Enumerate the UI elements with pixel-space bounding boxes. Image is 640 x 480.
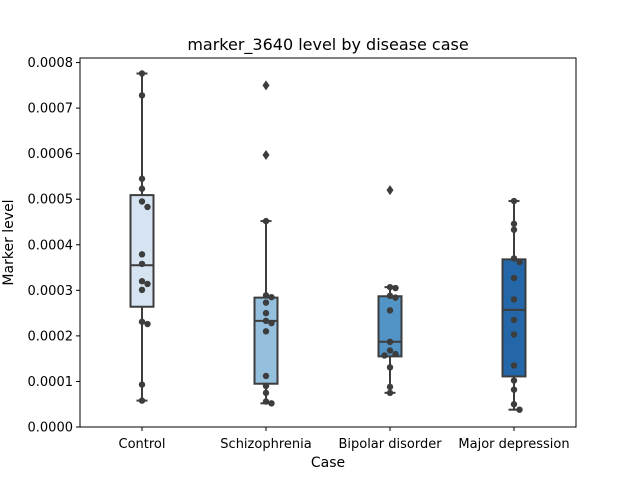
data-point (138, 251, 146, 258)
chart-title: marker_3640 level by disease case (187, 35, 468, 55)
data-point (268, 293, 275, 301)
data-point (510, 255, 518, 262)
data-point (138, 318, 146, 325)
y-tick-label: 0.0005 (28, 193, 74, 208)
y-axis-label: Marker level (1, 199, 17, 285)
x-axis: Control Schizophrenia Bipolar disorder Majo… (119, 427, 570, 452)
x-axis-label: Case (311, 455, 345, 471)
data-point (262, 328, 270, 335)
data-point (138, 175, 146, 182)
data-point (138, 70, 146, 77)
data-point (144, 320, 151, 328)
data-point (516, 406, 523, 413)
data-point (510, 226, 518, 233)
data-point (262, 299, 270, 306)
data-point (268, 400, 275, 407)
data-point (138, 278, 146, 285)
plot-area (129, 70, 527, 413)
data-point (262, 382, 270, 390)
outlier-marker (262, 150, 270, 161)
data-point (510, 331, 518, 338)
y-tick-label: 0.0006 (28, 147, 74, 162)
data-point (386, 283, 394, 291)
data-point (262, 317, 270, 325)
data-point (138, 397, 146, 404)
box-group (129, 70, 155, 404)
x-tick-label: Bipolar disorder (338, 437, 442, 452)
data-point (510, 362, 518, 369)
data-point (392, 294, 399, 301)
data-point (386, 292, 394, 299)
data-point (386, 338, 394, 346)
data-point (144, 280, 151, 288)
box-group (501, 197, 527, 413)
data-point (268, 319, 275, 327)
data-point (386, 347, 394, 354)
data-point (510, 197, 518, 205)
data-point (138, 381, 146, 388)
data-point (138, 185, 146, 192)
data-point (392, 350, 399, 358)
y-tick-label: 0.0004 (28, 238, 74, 253)
data-point (144, 203, 151, 211)
data-point (516, 258, 523, 266)
data-point (510, 401, 518, 408)
y-axis: 0.0000 0.0001 0.0002 0.0003 0.0004 0.0005 0.00… (28, 56, 80, 436)
data-point (392, 284, 399, 292)
outlier-marker (262, 80, 270, 91)
data-point (381, 352, 388, 359)
y-tick-label: 0.0000 (28, 421, 74, 436)
data-point (138, 260, 146, 268)
data-point (138, 198, 146, 205)
data-point (262, 309, 270, 317)
data-point (510, 296, 518, 303)
data-point (262, 372, 270, 380)
data-point (386, 364, 394, 371)
data-point (262, 217, 270, 225)
y-tick-label: 0.0007 (28, 102, 74, 117)
data-point (138, 286, 146, 294)
data-point (386, 383, 394, 391)
data-point (386, 307, 394, 314)
x-tick-label: Schizophrenia (220, 437, 311, 452)
data-point (262, 398, 270, 405)
y-tick-label: 0.0002 (28, 329, 74, 344)
y-tick-label: 0.0001 (28, 375, 74, 390)
x-tick-label: Control (119, 437, 166, 452)
x-tick-label: Major depression (458, 437, 569, 452)
data-point (510, 386, 518, 393)
data-point (510, 377, 518, 384)
data-point (262, 389, 270, 397)
data-point (510, 316, 518, 324)
data-point (510, 220, 518, 228)
y-tick-label: 0.0003 (28, 284, 74, 299)
box-group (377, 185, 403, 397)
box-iqr (129, 194, 155, 308)
y-tick-label: 0.0008 (28, 56, 74, 71)
axes-frame (79, 57, 577, 428)
outlier-marker (386, 185, 394, 196)
data-point (138, 92, 146, 99)
data-point (262, 292, 270, 299)
data-point (386, 389, 394, 397)
box-group (253, 80, 279, 407)
data-point (510, 274, 518, 282)
